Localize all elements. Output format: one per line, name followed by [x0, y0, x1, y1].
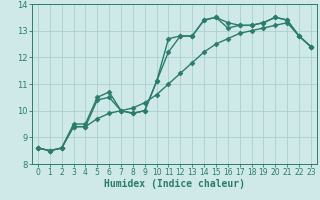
X-axis label: Humidex (Indice chaleur): Humidex (Indice chaleur) [104, 179, 245, 189]
